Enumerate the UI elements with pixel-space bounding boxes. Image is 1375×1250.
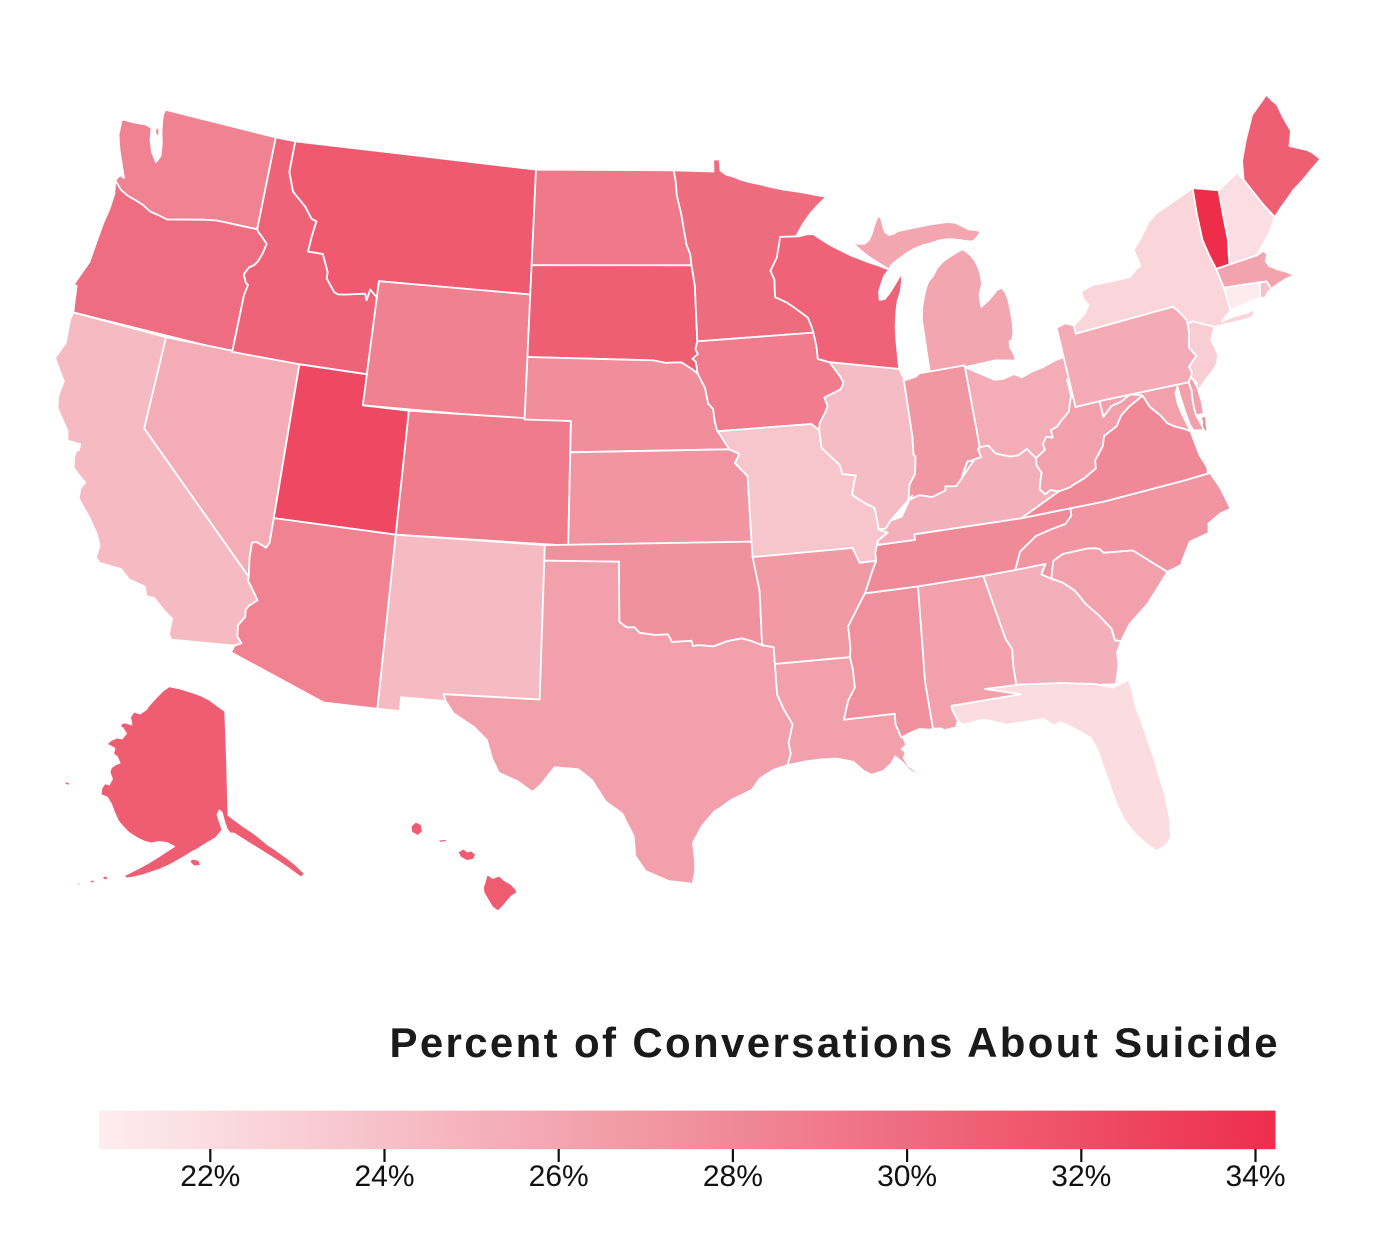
svg-text:30%: 30% bbox=[877, 1160, 937, 1193]
svg-text:26%: 26% bbox=[529, 1160, 589, 1193]
svg-text:28%: 28% bbox=[703, 1160, 763, 1193]
svg-text:34%: 34% bbox=[1225, 1160, 1285, 1193]
svg-text:32%: 32% bbox=[1051, 1160, 1111, 1193]
svg-text:22%: 22% bbox=[180, 1160, 240, 1193]
svg-text:24%: 24% bbox=[354, 1160, 414, 1193]
